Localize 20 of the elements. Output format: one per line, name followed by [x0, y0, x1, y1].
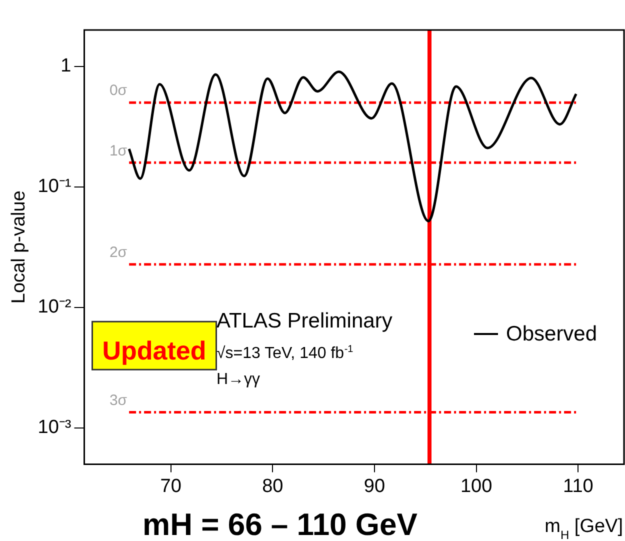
- x-tick-label: 80: [262, 476, 284, 497]
- annotation: ATLAS Preliminary: [216, 309, 393, 332]
- ref-line-label: 2σ: [109, 244, 128, 261]
- y-tick-label: 1: [60, 56, 72, 77]
- ref-line-label: 3σ: [109, 392, 128, 409]
- x-tick-label: 100: [460, 476, 492, 497]
- legend-label: Observed: [506, 322, 598, 346]
- line-series: [128, 70, 578, 222]
- y-tick-label: 10⁻¹: [38, 176, 72, 198]
- annotation: H→γγ: [216, 370, 260, 388]
- x-tick-label: 70: [160, 476, 182, 497]
- annotation: Updated: [102, 336, 206, 366]
- y-axis-title: Local p-value: [8, 190, 30, 304]
- y-tick-label: 10⁻²: [38, 296, 72, 318]
- x-tick-label: 90: [364, 476, 386, 497]
- y-tick-label: 10⁻³: [38, 417, 72, 438]
- ref-line-label: 1σ: [109, 142, 128, 160]
- ref-line-label: 0σ: [109, 82, 128, 100]
- x-tick-label: 110: [563, 476, 594, 497]
- text: mH = 66 – 110 GeV: [142, 507, 418, 541]
